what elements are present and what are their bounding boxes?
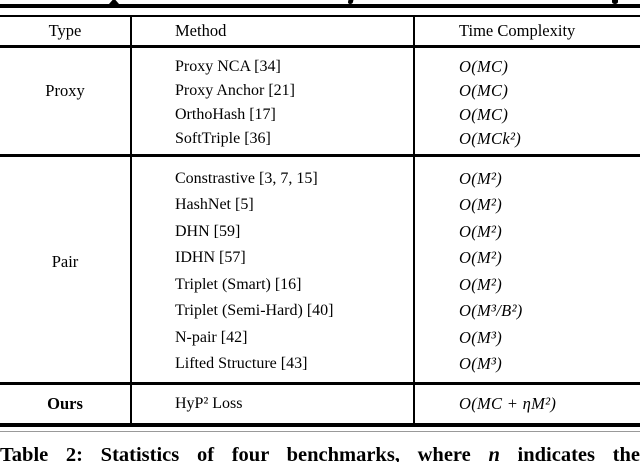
method-cell: Triplet (Smart) [16]: [175, 275, 302, 293]
complexity-cell: O(MC): [459, 80, 509, 100]
complexity-cell: O(M²): [459, 168, 503, 188]
glyph-fragment: [612, 0, 618, 4]
complexity-cell: O(M³/B²): [459, 301, 523, 321]
complexity-cell: O(M³): [459, 354, 503, 374]
method-cell: N-pair [42]: [175, 328, 248, 346]
table-group-pair: Pair Constrastive [3, 7, 15] HashNet [5]…: [0, 156, 640, 382]
method-column: Constrastive [3, 7, 15] HashNet [5] DHN …: [130, 156, 413, 382]
type-label: Pair: [51, 252, 79, 271]
method-column: Proxy NCA [34] Proxy Anchor [21] OrthoHa…: [130, 47, 413, 154]
method-cell: HyP² Loss: [175, 394, 243, 412]
col-header-method-label: Method: [175, 21, 227, 40]
type-cell-proxy: Proxy: [0, 48, 130, 154]
complexity-column: O(M²) O(M²) O(M²) O(M²) O(M²) O(M³/B²) O…: [413, 156, 640, 382]
col-header-type-label: Type: [48, 21, 82, 40]
type-cell-ours: Ours: [0, 385, 130, 423]
method-cell: SoftTriple [36]: [175, 129, 271, 147]
method-cell: IDHN [57]: [175, 249, 246, 267]
section-rule: [0, 153, 640, 157]
toprule-thick: [0, 4, 640, 8]
caption-text: Table 2: Statistics of four benchmarks, …: [0, 443, 489, 462]
complexity-cell: O(M²): [459, 195, 503, 215]
col-header-complexity: Time Complexity: [413, 17, 640, 45]
toprule-thin: [0, 15, 640, 17]
complexity-cell: O(M³): [459, 327, 503, 347]
col-header-method: Method: [130, 17, 413, 45]
table-group-proxy: Proxy Proxy NCA [34] Proxy Anchor [21] O…: [0, 47, 640, 154]
complexity-cell: O(MC): [459, 104, 509, 124]
glyph-fragment: [347, 0, 354, 4]
method-cell: Proxy NCA [34]: [175, 57, 281, 75]
col-header-complexity-label: Time Complexity: [459, 21, 576, 40]
top-caption-fragments: [0, 0, 640, 4]
method-cell: Constrastive [3, 7, 15]: [175, 169, 318, 187]
table-caption: Table 2: Statistics of four benchmarks, …: [0, 441, 640, 462]
complexity-cell: O(M²): [459, 248, 503, 268]
method-cell: DHN [59]: [175, 222, 241, 240]
header-rule: [0, 45, 640, 48]
method-cell: Proxy Anchor [21]: [175, 81, 295, 99]
complexity-cell: O(MC + ηM²): [459, 393, 557, 413]
complexity-cell: O(MC): [459, 56, 509, 76]
method-column: HyP² Loss: [130, 384, 413, 423]
complexity-cell: O(M²): [459, 221, 503, 241]
bottomrule-thin: [0, 430, 640, 432]
method-cell: HashNet [5]: [175, 196, 254, 214]
complexity-column: O(MC + ηM²): [413, 384, 640, 423]
complexity-column: O(MC) O(MC) O(MC) O(MCk²): [413, 47, 640, 154]
method-cell: Triplet (Semi-Hard) [40]: [175, 302, 334, 320]
table-group-ours: Ours HyP² Loss O(MC + ηM²): [0, 384, 640, 423]
caption-variable: n: [488, 443, 500, 462]
type-label: Proxy: [45, 80, 85, 100]
complexity-cell: O(MCk²): [459, 128, 522, 148]
section-rule: [0, 381, 640, 385]
table-header-row: Type Method Time Complexity: [0, 17, 640, 45]
col-header-type: Type: [0, 17, 130, 45]
caption-text: indicates the: [499, 443, 640, 462]
glyph-fragment: [109, 0, 119, 4]
bottomrule: [0, 422, 640, 427]
method-cell: Lifted Structure [43]: [175, 355, 308, 373]
complexity-cell: O(M²): [459, 274, 503, 294]
method-cell: OrthoHash [17]: [175, 105, 276, 123]
type-label: Ours: [47, 393, 83, 413]
type-cell-pair: Pair: [0, 157, 130, 382]
